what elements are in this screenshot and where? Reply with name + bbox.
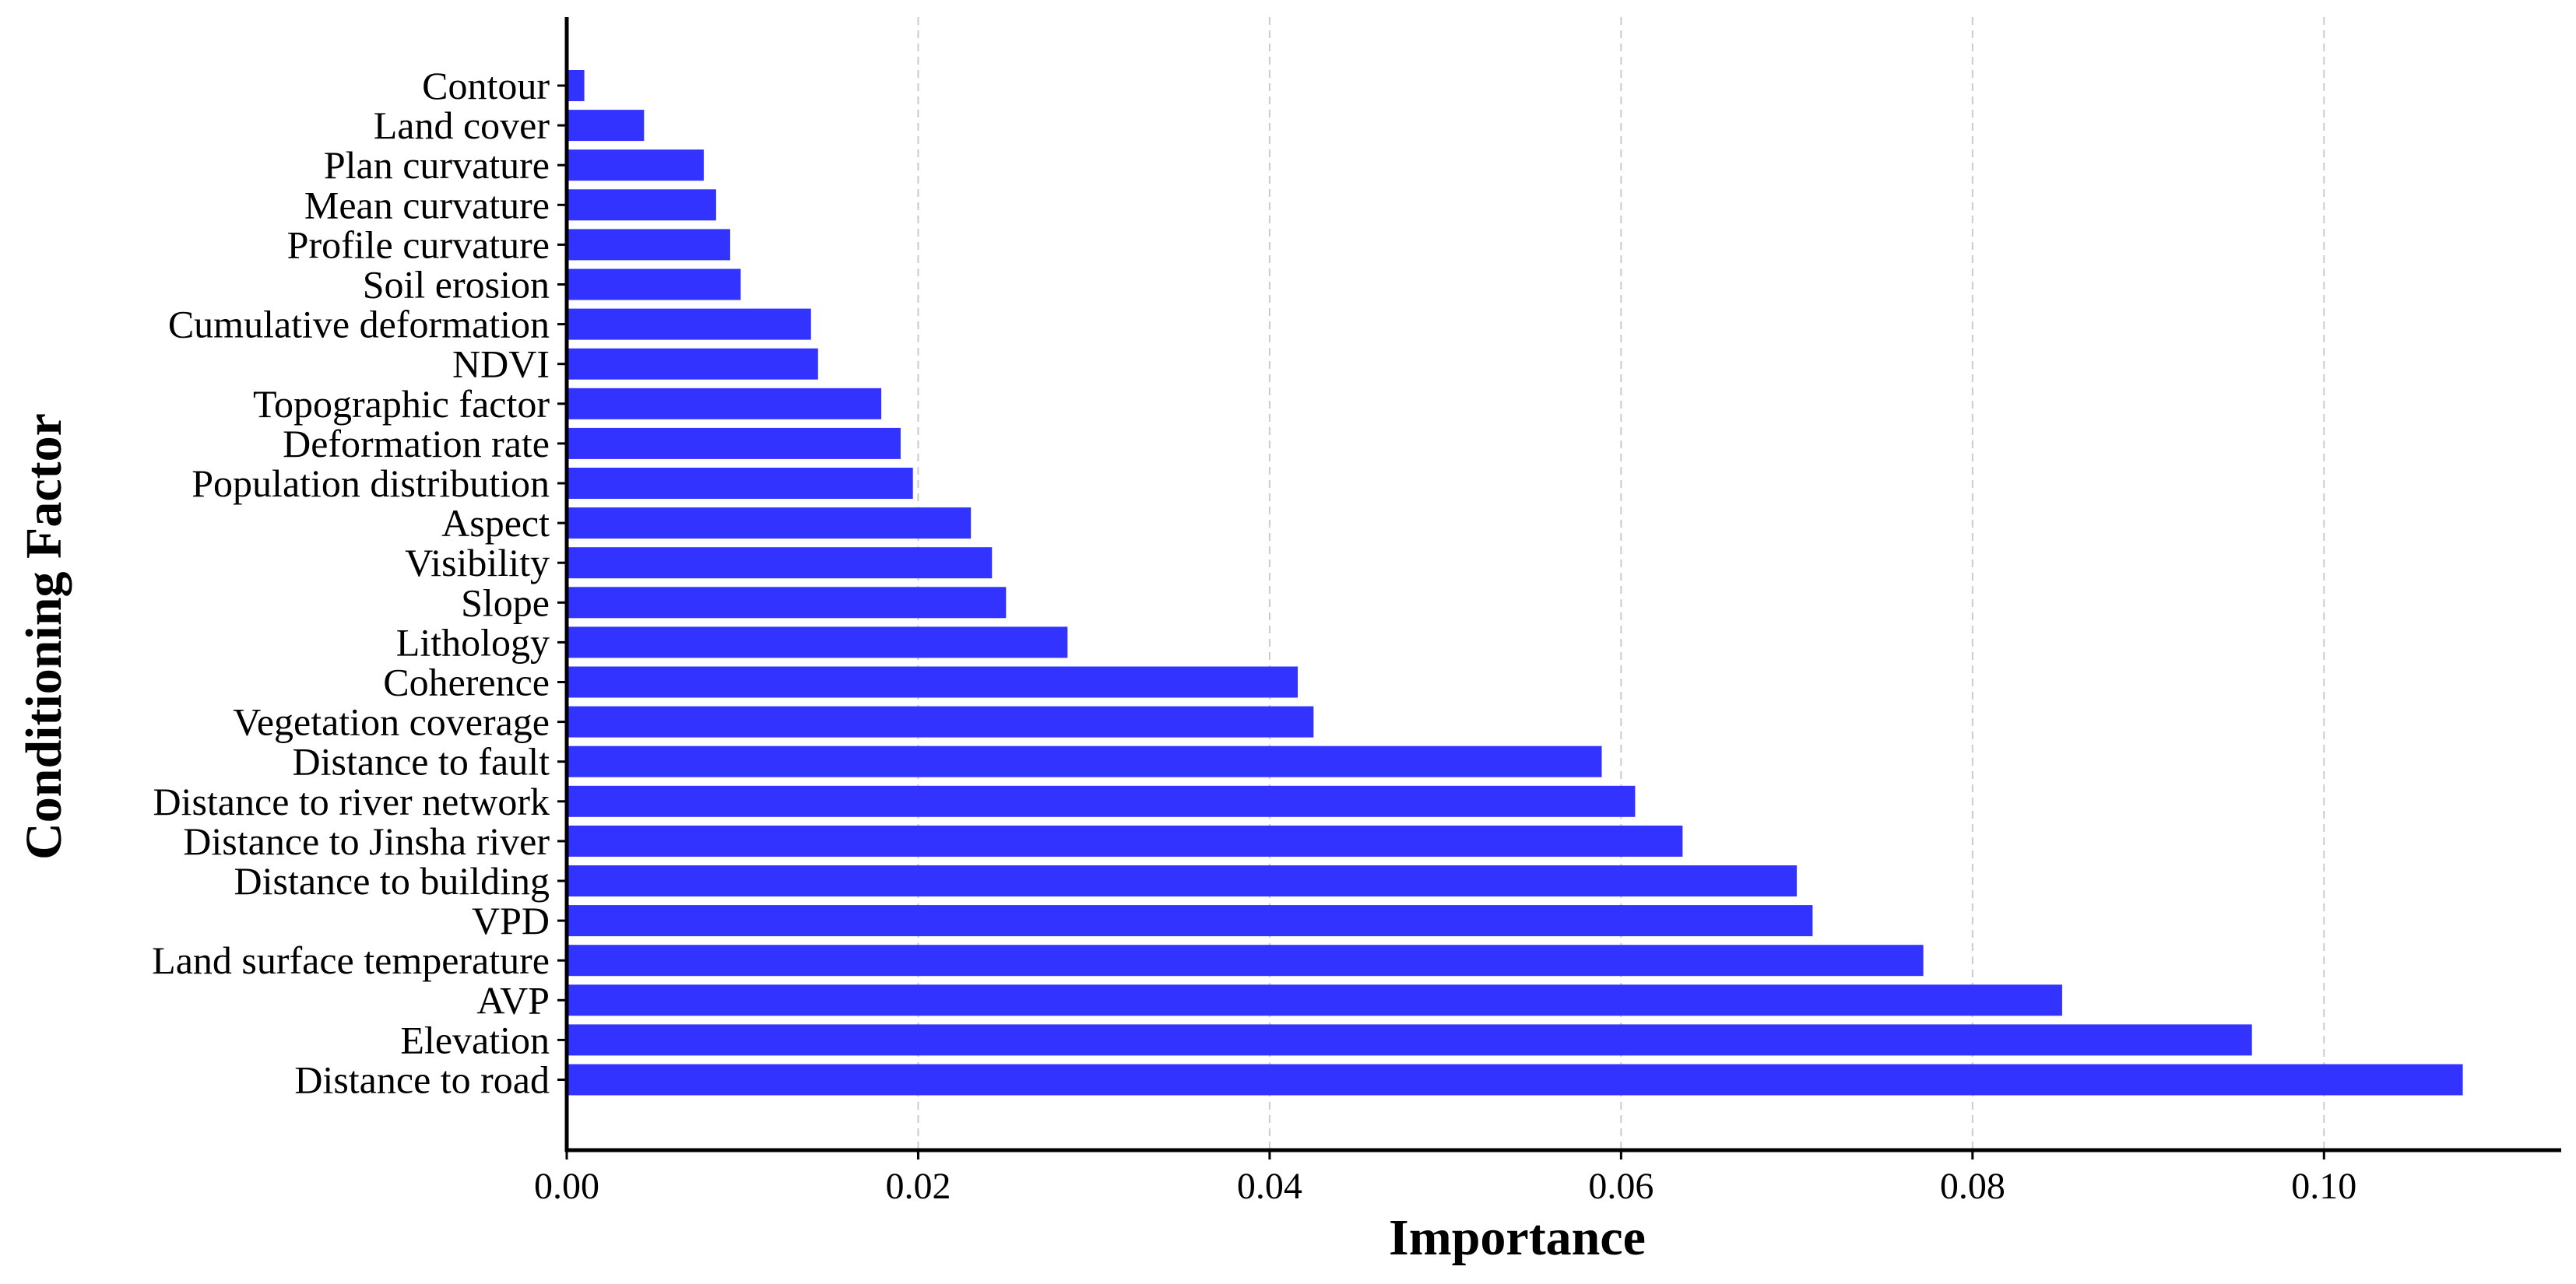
y-axis-title: Conditioning Factor [16, 413, 72, 860]
category-label: Distance to Jinsha river [183, 819, 550, 863]
category-label: Distance to building [234, 859, 550, 903]
bar [567, 507, 972, 539]
bar [567, 70, 585, 101]
bar [567, 110, 645, 142]
bar [567, 1064, 2463, 1096]
bar [567, 706, 1314, 738]
category-label: Lithology [396, 620, 550, 664]
bar [567, 984, 2062, 1016]
category-label: NDVI [452, 342, 550, 386]
category-label: VPD [472, 899, 550, 942]
category-label: Land surface temperature [152, 938, 550, 982]
category-label: Soil erosion [363, 263, 550, 307]
bar [567, 745, 1602, 777]
category-label: Cumulative deformation [168, 303, 550, 346]
bar [567, 149, 705, 181]
bar [567, 945, 1924, 977]
category-label: Profile curvature [287, 223, 550, 266]
x-tick-label: 0.08 [1940, 1166, 2005, 1207]
bar [567, 388, 882, 419]
category-label: Mean curvature [304, 183, 550, 226]
category-label: Coherence [383, 661, 550, 704]
bar [567, 1024, 2252, 1056]
bar [567, 229, 730, 261]
bar [567, 626, 1068, 658]
x-tick-label: 0.04 [1237, 1166, 1302, 1207]
category-label: Visibility [405, 541, 550, 584]
category-label: Vegetation coverage [233, 700, 550, 744]
category-label: Aspect [441, 501, 550, 545]
bar [567, 547, 993, 579]
category-label: AVP [476, 978, 550, 1022]
bar [567, 189, 716, 221]
bars [567, 70, 2463, 1096]
category-label: Population distribution [192, 461, 550, 505]
category-label: Distance to river network [153, 780, 550, 823]
category-label: Distance to road [294, 1058, 550, 1102]
bar [567, 268, 741, 300]
category-label: Deformation rate [283, 422, 550, 465]
bar [567, 666, 1299, 698]
bar [567, 865, 1798, 896]
x-tick-label: 0.02 [885, 1166, 951, 1207]
category-label: Land cover [374, 103, 550, 147]
bar [567, 905, 1813, 937]
x-tick-label: 0.06 [1588, 1166, 1653, 1207]
category-label: Distance to fault [293, 740, 550, 784]
category-label: Contour [422, 64, 550, 107]
bar [567, 825, 1683, 857]
x-tick-label: 0.00 [534, 1166, 599, 1207]
bar [567, 587, 1007, 619]
grid-lines [917, 17, 2325, 1150]
x-ticks: 0.00 0.02 0.04 0.06 0.08 0.10 [534, 1150, 2356, 1207]
category-label: Slope [461, 581, 550, 624]
bar [567, 785, 1636, 817]
x-tick-label: 0.10 [2291, 1166, 2356, 1207]
bar [567, 348, 818, 380]
bar [567, 427, 901, 459]
bar [567, 308, 811, 340]
x-axis-title: Importance [1389, 1209, 1646, 1266]
bar [567, 468, 913, 499]
category-label: Elevation [400, 1018, 550, 1061]
category-label: Topographic factor [253, 382, 550, 426]
category-label: Plan curvature [324, 143, 550, 187]
